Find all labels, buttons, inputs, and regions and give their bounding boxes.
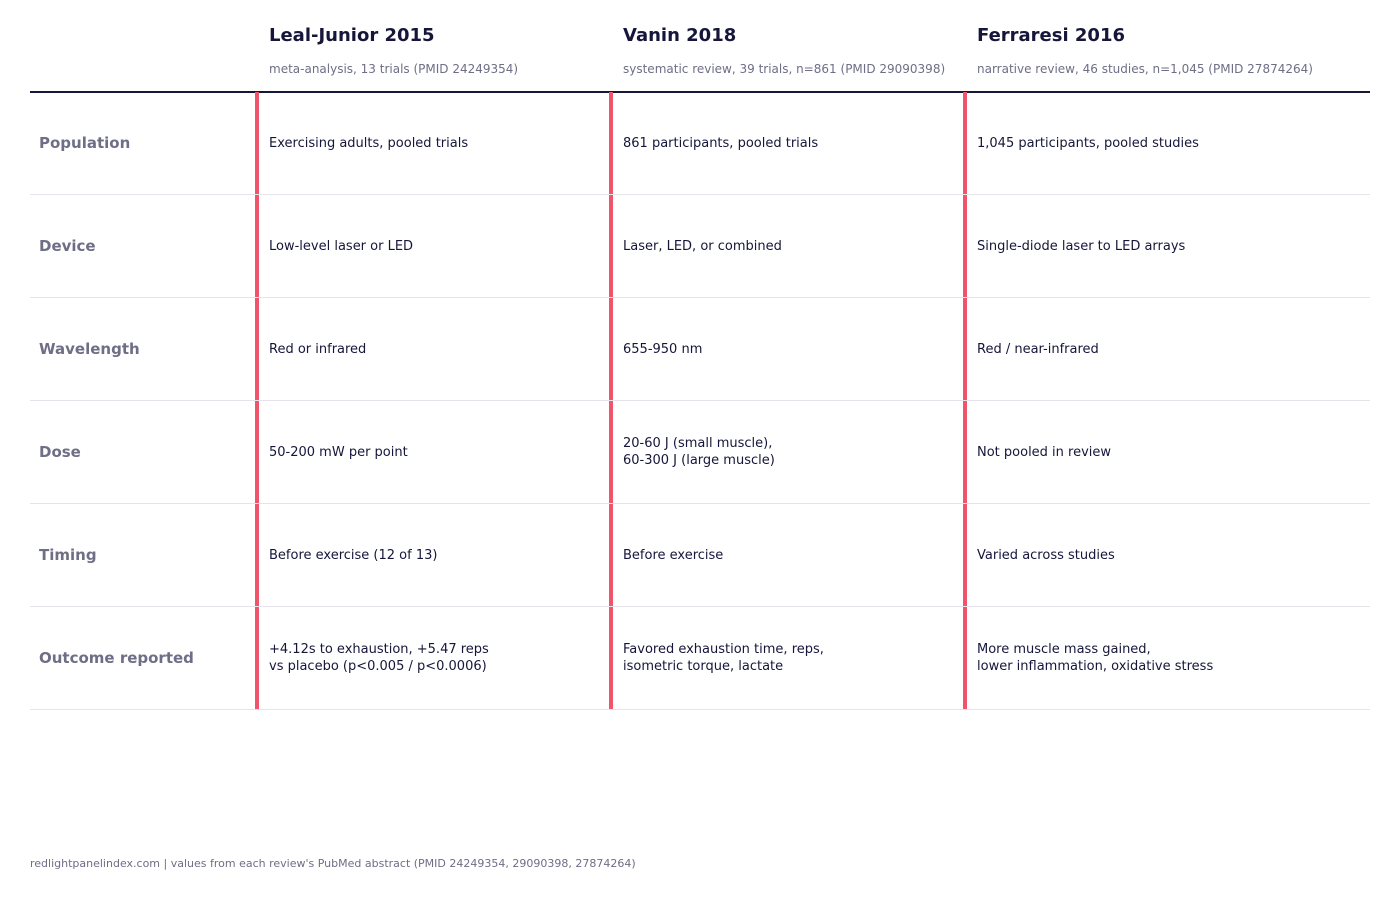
table-row-device: Device Low-level laser or LED Laser, LED…: [30, 195, 1370, 298]
table-row-dose: Dose 50-200 mW per point 20-60 J (small …: [30, 401, 1370, 504]
table-row-timing: Timing Before exercise (12 of 13) Before…: [30, 504, 1370, 607]
column-title: Ferraresi 2016: [977, 25, 1126, 46]
table-cell: Single-diode laser to LED arrays: [963, 195, 1370, 297]
row-label: Device: [39, 237, 96, 255]
table-cell: Varied across studies: [963, 504, 1370, 606]
column-subtitle: systematic review, 39 trials, n=861 (PMI…: [623, 62, 946, 76]
table-cell: Red / near-infrared: [963, 298, 1370, 400]
column-subtitle: narrative review, 46 studies, n=1,045 (P…: [977, 62, 1313, 76]
table-cell: +4.12s to exhaustion, +5.47 reps vs plac…: [255, 607, 609, 709]
table-row-wavelength: Wavelength Red or infrared 655-950 nm Re…: [30, 298, 1370, 401]
comparison-table-body: Population Exercising adults, pooled tri…: [30, 92, 1370, 710]
row-label: Dose: [39, 443, 81, 461]
column-title: Vanin 2018: [623, 25, 737, 46]
table-cell: Exercising adults, pooled trials: [255, 92, 609, 194]
source-footer: redlightpanelindex.com | values from eac…: [30, 857, 636, 870]
row-label: Timing: [39, 546, 97, 564]
table-cell: Low-level laser or LED: [255, 195, 609, 297]
table-cell: 861 participants, pooled trials: [609, 92, 963, 194]
row-label: Wavelength: [39, 340, 140, 358]
table-cell: Before exercise: [609, 504, 963, 606]
table-cell: More muscle mass gained, lower inflammat…: [963, 607, 1370, 709]
table-cell: 655-950 nm: [609, 298, 963, 400]
table-cell: 20-60 J (small muscle), 60-300 J (large …: [609, 401, 963, 503]
table-cell: 1,045 participants, pooled studies: [963, 92, 1370, 194]
column-title: Leal-Junior 2015: [269, 25, 435, 46]
table-cell: 50-200 mW per point: [255, 401, 609, 503]
table-cell: Before exercise (12 of 13): [255, 504, 609, 606]
table-cell: Laser, LED, or combined: [609, 195, 963, 297]
table-row-population: Population Exercising adults, pooled tri…: [30, 92, 1370, 195]
column-subtitle: meta-analysis, 13 trials (PMID 24249354): [269, 62, 519, 76]
row-label: Population: [39, 134, 131, 152]
table-row-outcome: Outcome reported +4.12s to exhaustion, +…: [30, 607, 1370, 710]
row-label: Outcome reported: [39, 649, 194, 667]
table-cell: Not pooled in review: [963, 401, 1370, 503]
table-cell: Favored exhaustion time, reps, isometric…: [609, 607, 963, 709]
table-cell: Red or infrared: [255, 298, 609, 400]
comparison-header: Leal-Junior 2015 meta-analysis, 13 trial…: [30, 0, 1370, 93]
